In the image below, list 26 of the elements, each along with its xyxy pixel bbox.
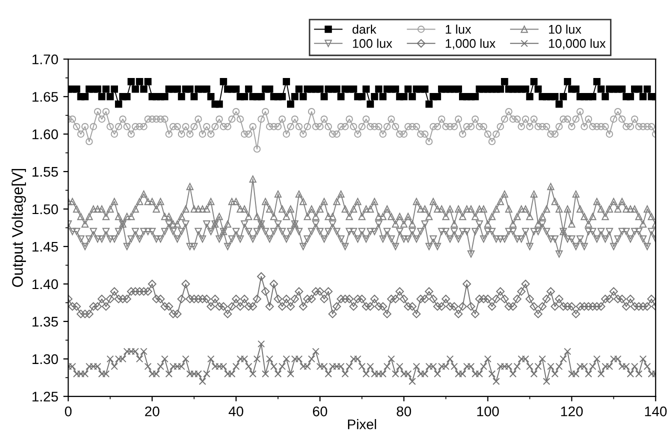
y-tick-label: 1.30 (32, 354, 58, 364)
y-tick-label: 1.45 (32, 242, 58, 252)
y-tick-label: 1.65 (32, 92, 58, 102)
y-tick-label: 1.50 (32, 204, 58, 214)
x-axis-title: Pixel (348, 419, 376, 430)
x-tick-label: 60 (312, 406, 328, 416)
y-tick-label: 1.60 (32, 129, 58, 140)
y-tick-label: 1.40 (32, 279, 58, 290)
x-tick-label: 40 (228, 406, 244, 416)
x-tick-label: 20 (145, 406, 160, 416)
legend-label: 1 lux (446, 24, 472, 34)
y-axis-title: Output Voltage[V] (12, 168, 26, 287)
y-tick-label: 1.70 (32, 54, 58, 64)
x-tick-label: 140 (645, 406, 667, 416)
legend-label: dark (352, 24, 376, 34)
y-tick-label: 1.35 (32, 316, 58, 327)
x-tick-label: 0 (64, 406, 72, 416)
legend-label: 10 lux (549, 24, 582, 34)
x-tick-label: 80 (396, 406, 412, 416)
x-tick-label: 120 (561, 406, 583, 416)
y-tick-label: 1.25 (32, 392, 58, 402)
legend-label: 100 lux (352, 38, 392, 48)
x-tick-label: 100 (477, 406, 499, 416)
y-tick-label: 1.55 (32, 167, 58, 177)
legend-label: 10,000 lux (549, 38, 606, 50)
legend-label: 1,000 lux (446, 38, 496, 50)
